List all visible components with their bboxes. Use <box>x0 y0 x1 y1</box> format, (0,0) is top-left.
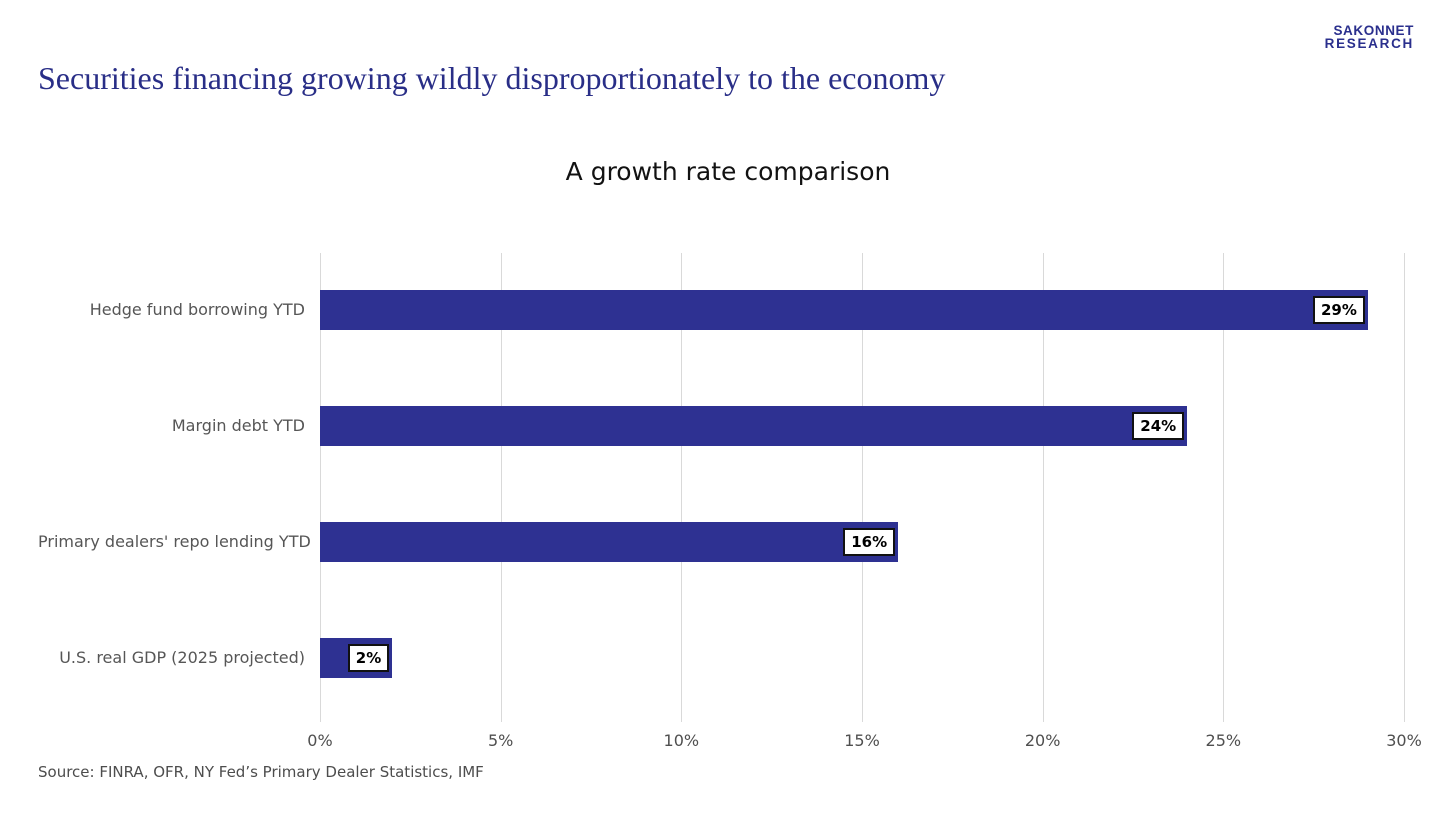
value-label: 29% <box>1312 296 1365 324</box>
brand-logo-line2: RESEARCH <box>1324 35 1414 51</box>
category-label: U.S. real GDP (2025 projected) <box>59 648 305 667</box>
x-tick-label: 25% <box>1205 731 1242 750</box>
x-tick-label: 20% <box>1024 731 1061 750</box>
value-label: 24% <box>1132 412 1185 440</box>
gridline <box>862 253 863 722</box>
bar: 2% <box>320 638 393 678</box>
x-tick-label: 15% <box>844 731 880 750</box>
x-axis: 0% 5% 10% 15% 20% 25% 30% <box>307 731 1421 755</box>
gridline <box>1223 253 1225 722</box>
plot-area: 29% 24% 16% 2% <box>320 253 1405 722</box>
value-label: 16% <box>843 528 896 556</box>
value-label: 2% <box>347 644 390 672</box>
x-tick-label: 0% <box>307 731 333 750</box>
gridline <box>1404 253 1405 722</box>
x-tick-label: 30% <box>1386 731 1422 750</box>
brand-logo: SAKONNET RESEARCH <box>1324 23 1414 51</box>
page-title: Securities financing growing wildly disp… <box>38 60 946 96</box>
category-label: Primary dealers' repo lending YTD <box>38 532 311 551</box>
gridline <box>320 253 321 722</box>
gridline <box>500 253 502 722</box>
chart-title: A growth rate comparison <box>565 157 891 186</box>
gridline <box>681 253 683 722</box>
bar: 16% <box>320 522 899 562</box>
source-note: Source: FINRA, OFR, NY Fed’s Primary Dea… <box>38 763 484 781</box>
bar: 29% <box>320 290 1368 330</box>
brand-logo-line1: SAKONNET <box>1333 23 1414 38</box>
bar: 24% <box>320 406 1188 446</box>
x-tick-label: 5% <box>487 731 514 750</box>
category-axis: Hedge fund borrowing YTD Margin debt YTD P… <box>38 253 311 722</box>
x-tick-label: 10% <box>663 731 700 750</box>
category-label: Hedge fund borrowing YTD <box>89 300 305 319</box>
gridline <box>1042 253 1044 722</box>
category-label: Margin debt YTD <box>171 416 305 435</box>
